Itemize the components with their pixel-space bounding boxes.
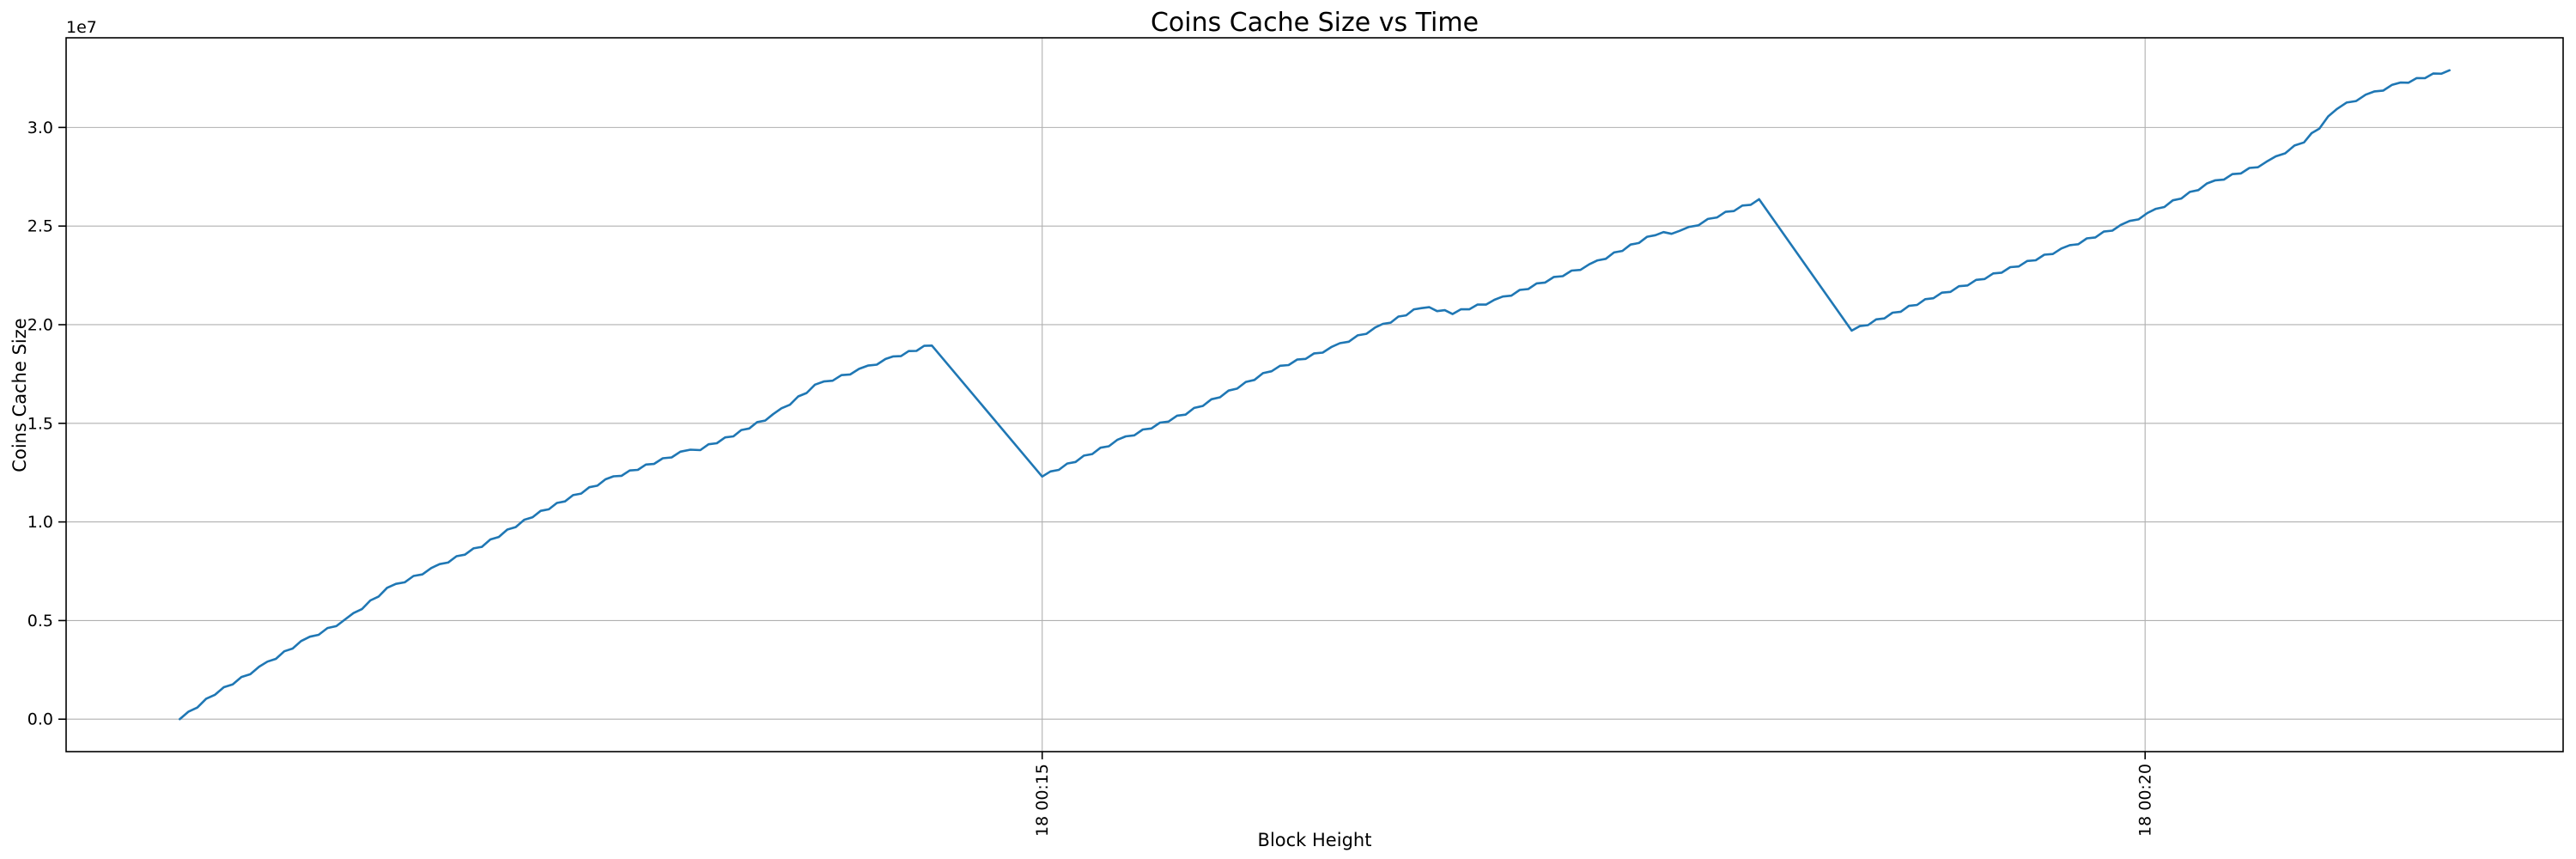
y-tick-label: 0.5: [27, 612, 53, 631]
y-axis-label: Coins Cache Size: [9, 318, 30, 472]
x-tick-label: 18 00:20: [2136, 764, 2155, 837]
y-tick-label: 2.0: [27, 315, 53, 334]
y-tick-label: 1.0: [27, 513, 53, 532]
y-tick-label: 3.0: [27, 119, 53, 137]
chart-title: Coins Cache Size vs Time: [1151, 8, 1479, 38]
grid-layer: [66, 38, 2563, 752]
plot-border: [65, 37, 2564, 752]
y-tick-label: 0.0: [27, 710, 53, 729]
y-tick-label: 1.5: [27, 414, 53, 433]
x-axis-label: Block Height: [1258, 830, 1372, 850]
y-tick-label: 2.5: [27, 217, 53, 236]
series-layer: [179, 69, 2451, 721]
data-line: [179, 69, 2451, 721]
y-axis-offset-label: 1e7: [66, 18, 97, 37]
tick-layer: 0.0 0.5 1.0 1.5 2.0 2.5 3.0 18 00:15 18 00:20: [27, 119, 2155, 837]
x-tick-label: 18 00:15: [1033, 764, 1052, 837]
